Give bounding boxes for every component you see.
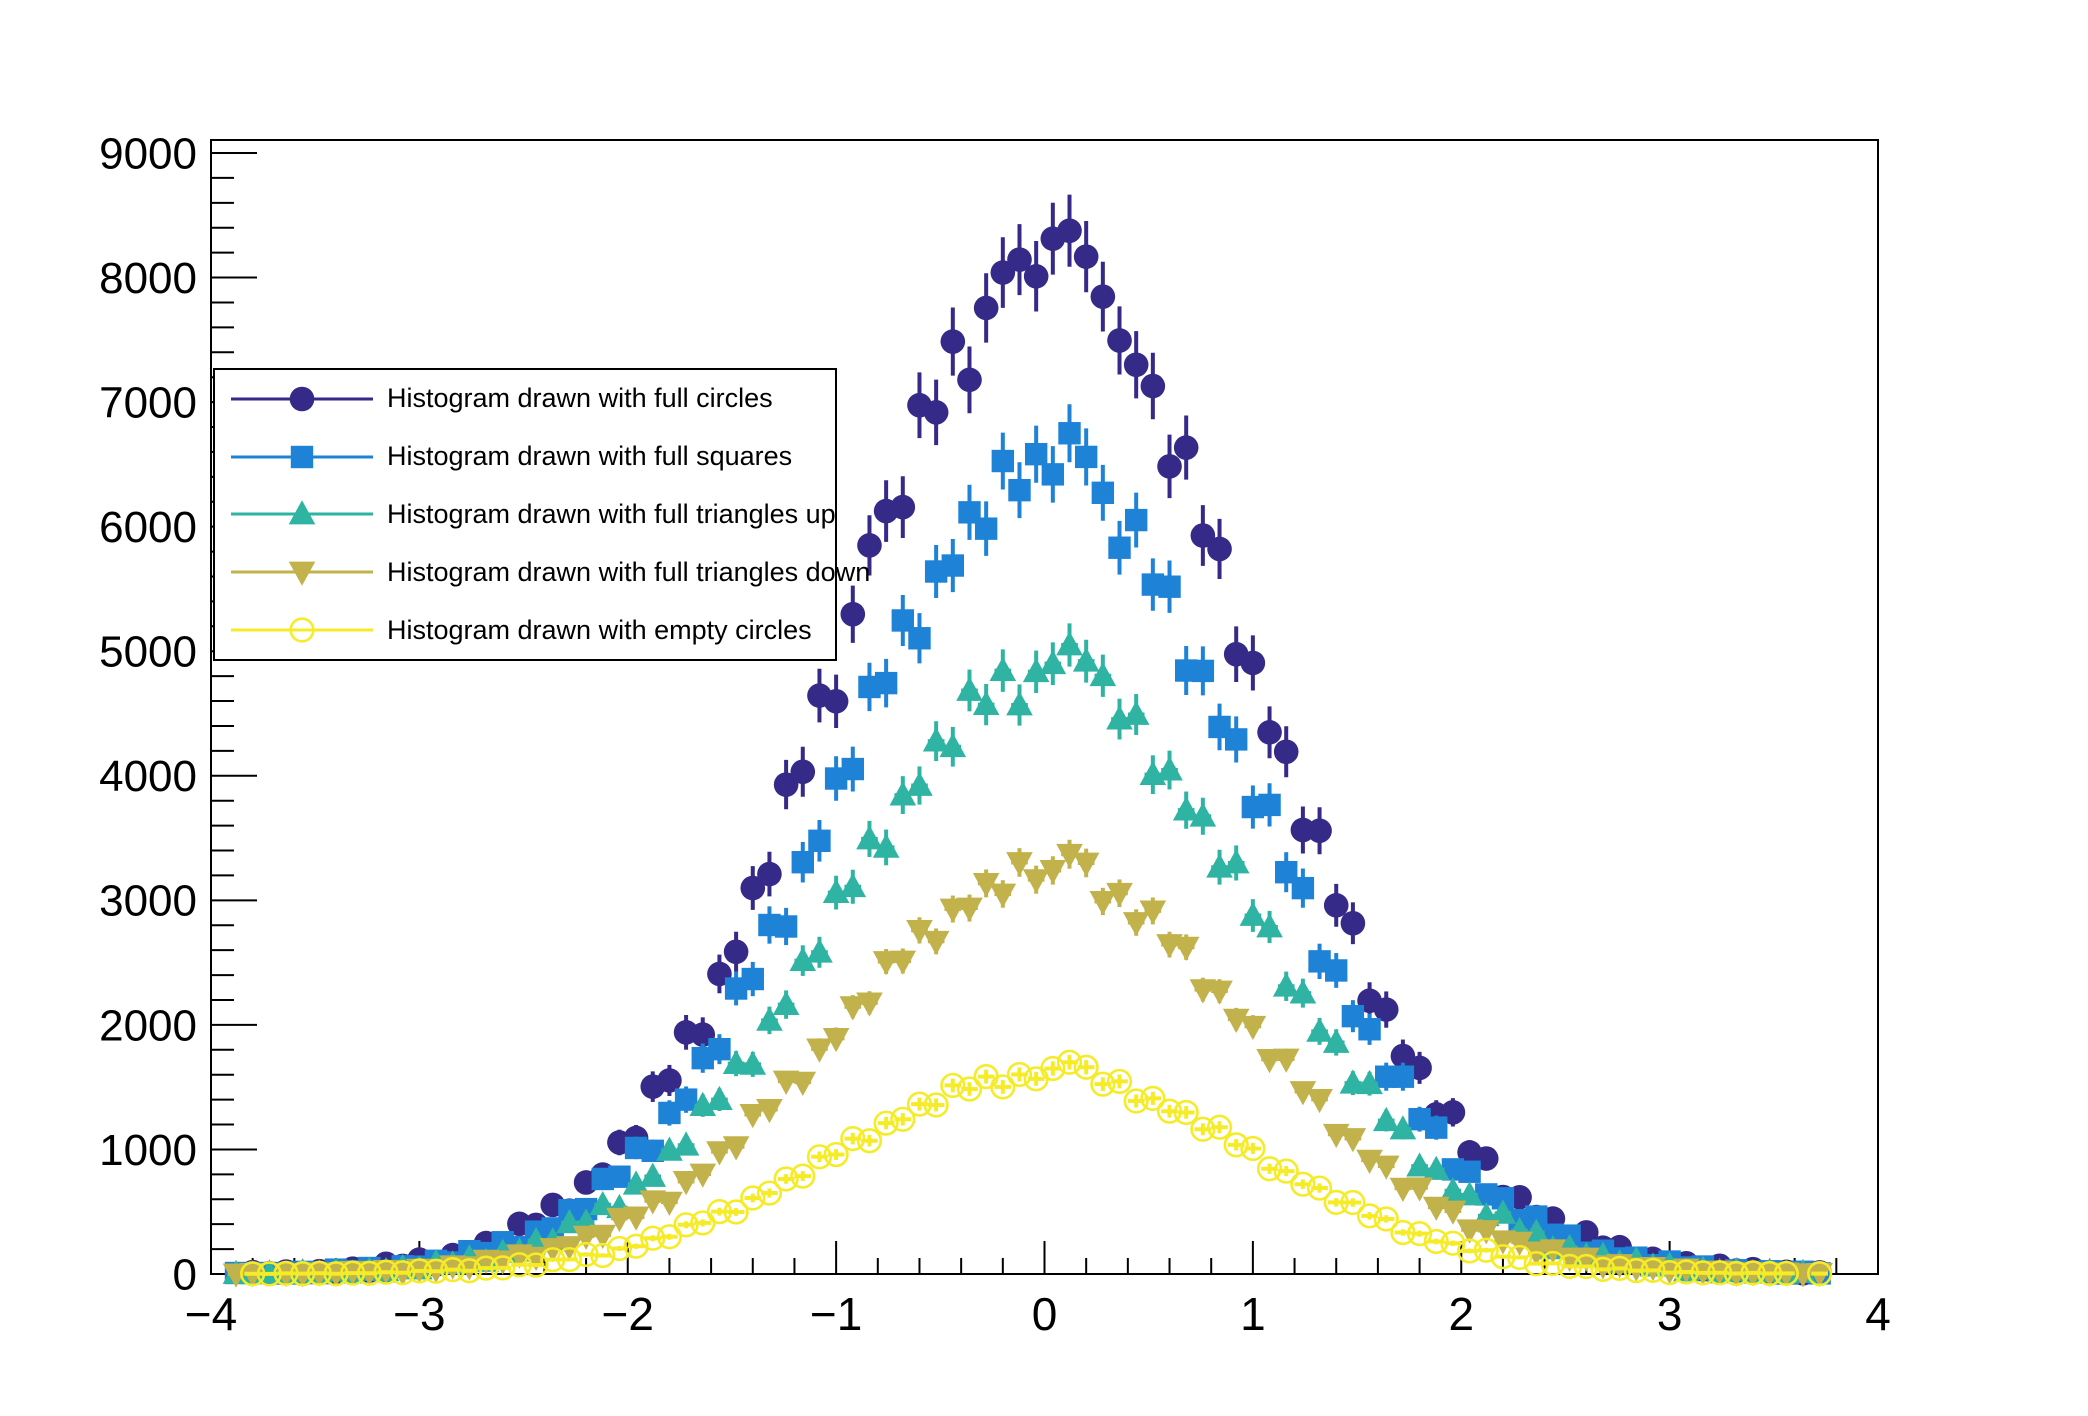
- full-triangle-up-legend-icon: [231, 500, 373, 525]
- y-tick-label: 2000: [99, 1001, 197, 1050]
- x-tick-label: 0: [1032, 1288, 1058, 1340]
- series-full-triangle-down: [222, 839, 1833, 1288]
- y-tick-label: 6000: [99, 503, 197, 552]
- x-tick-label: 4: [1865, 1288, 1891, 1340]
- legend-label: Histogram drawn with full triangles down: [387, 556, 871, 587]
- legend-entry-full-triangles-up: Histogram drawn with full triangles up: [215, 486, 836, 542]
- y-tick-label: 8000: [99, 254, 197, 303]
- x-tick-label: 2: [1448, 1288, 1474, 1340]
- full-triangle-down-legend-icon: [231, 561, 373, 587]
- x-tick-label: −2: [602, 1288, 654, 1340]
- plot-frame: [210, 139, 1879, 1275]
- x-axis: −4 −3 −2 −1 0 1 2 3 4: [185, 1241, 1891, 1340]
- x-tick-label: −1: [810, 1288, 862, 1340]
- full-circle-legend-icon: [231, 386, 373, 412]
- legend-label: Histogram drawn with full triangles up: [387, 498, 836, 529]
- legend-label: Histogram drawn with full squares: [387, 441, 793, 472]
- legend-entry-full-triangles-down: Histogram drawn with full triangles down: [215, 544, 870, 600]
- x-tick-label: −4: [185, 1288, 237, 1340]
- y-tick-label: 4000: [99, 752, 197, 801]
- y-tick-label: 0: [173, 1250, 197, 1299]
- y-tick-label: 9000: [99, 129, 197, 178]
- y-tick-label: 1000: [99, 1126, 197, 1175]
- series-open-circle: [240, 1049, 1833, 1287]
- legend-entry-full-circles: Histogram drawn with full circles: [215, 371, 835, 427]
- legend-entry-empty-circles: Histogram drawn with empty circles: [215, 602, 835, 658]
- legend-entry-full-squares: Histogram drawn with full squares: [215, 429, 835, 485]
- y-axis: 0 1000 2000 3000 4000 5000 6000 7000 8000 9000: [99, 129, 257, 1299]
- x-tick-label: −3: [393, 1288, 445, 1340]
- series-full-triangle-up: [222, 623, 1817, 1285]
- series-full-circle: [240, 194, 1832, 1287]
- open-circle-legend-icon: [231, 617, 373, 643]
- legend-label: Histogram drawn with full circles: [387, 383, 773, 414]
- legend: Histogram drawn with full circles Histog…: [213, 368, 870, 661]
- x-tick-label: 1: [1240, 1288, 1266, 1340]
- x-tick-label: 3: [1657, 1288, 1683, 1340]
- legend-label: Histogram drawn with empty circles: [387, 614, 812, 645]
- y-tick-label: 5000: [99, 628, 197, 677]
- y-tick-label: 7000: [99, 379, 197, 428]
- full-square-legend-icon: [231, 445, 373, 468]
- y-tick-label: 3000: [99, 877, 197, 926]
